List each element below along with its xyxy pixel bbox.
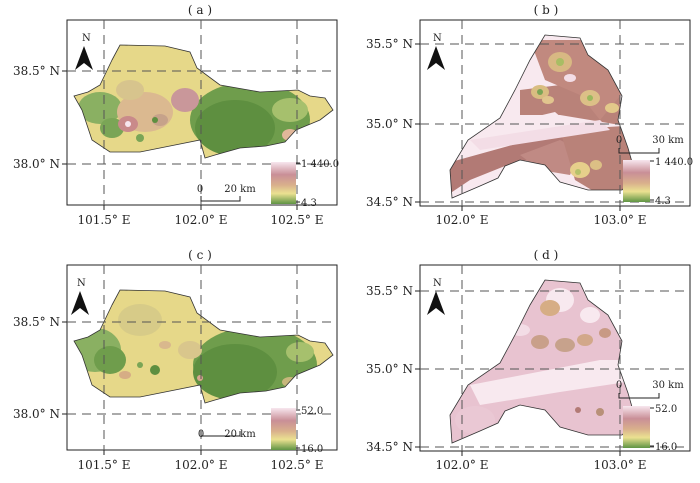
panel-a-ytick-2: 38.0° N — [13, 157, 60, 171]
panel-d-frame — [419, 264, 691, 452]
panel-a-xtick-1: 101.5° E — [78, 213, 131, 227]
panel-b-xtick-2: 103.0° E — [594, 213, 647, 227]
panel-d-north-arrow-icon: N — [427, 278, 445, 315]
panel-a: ( a ) — [13, 3, 339, 227]
panel-c-scale-distance: 20 km — [224, 429, 256, 440]
panel-c-frame — [66, 264, 338, 451]
panel-b-north-label: N — [433, 33, 442, 44]
panel-a-label: ( a ) — [188, 3, 212, 17]
panel-d-scale-distance: 30 km — [652, 380, 684, 391]
panel-d-scale-zero: 0 — [616, 380, 622, 391]
panel-b-label: ( b ) — [534, 3, 559, 17]
panel-b-legend-min: 4.3 — [655, 196, 671, 207]
panel-c-legend: 52.0 16.0 — [271, 406, 323, 455]
panel-a-scale-zero: 0 — [197, 184, 203, 195]
panel-b-scale-bar: 0 30 km — [616, 135, 684, 154]
panel-d-ytick-2: 35.0° N — [366, 362, 413, 376]
panel-d-north-label: N — [433, 278, 442, 289]
panel-a-scale-distance: 20 km — [224, 184, 256, 195]
panel-b-ytick-2: 35.0° N — [366, 117, 413, 131]
panel-c-north-arrow-icon: N — [71, 278, 89, 315]
panel-d-legend-max: 52.0 — [655, 404, 677, 415]
panel-b-legend-max: 1 440.0 — [655, 157, 693, 168]
panel-a-xtick-2: 102.0° E — [175, 213, 228, 227]
panel-d-ytick-1: 35.5° N — [366, 284, 413, 298]
panel-c-scale-zero: 0 — [198, 429, 204, 440]
panel-c-xtick-3: 102.5° E — [271, 458, 324, 472]
panel-c-xtick-1: 101.5° E — [78, 458, 131, 472]
panel-d-legend: 52.0 16.0 — [623, 404, 677, 453]
panel-a-legend-max: 1 440.0 — [301, 159, 339, 170]
panel-d-label: ( d ) — [534, 248, 559, 262]
panel-b-xtick-1: 102.0° E — [436, 213, 489, 227]
panel-b-north-arrow-icon: N — [427, 33, 445, 70]
panel-a-scale-bar: 0 20 km — [197, 184, 256, 202]
panel-d-legend-min: 16.0 — [655, 442, 677, 453]
panel-d: ( d ) — [366, 248, 691, 472]
panel-b-legend: 1 440.0 4.3 — [623, 157, 693, 207]
panel-b-scale-distance: 30 km — [652, 135, 684, 146]
panel-d-ytick-3: 34.5° N — [366, 440, 413, 454]
panel-b-ytick-1: 35.5° N — [366, 37, 413, 51]
panel-c-ytick-1: 38.5° N — [13, 315, 60, 329]
panel-c-legend-max: 52.0 — [301, 406, 323, 417]
panel-c-scale-bar: 0 20 km — [198, 429, 256, 440]
panel-a-north-label: N — [82, 33, 91, 44]
panel-b-frame — [419, 19, 691, 207]
panel-a-ytick-1: 38.5° N — [13, 64, 60, 78]
panel-b: ( b ) — [366, 3, 693, 227]
panel-a-north-arrow-icon: N — [75, 33, 93, 70]
panel-b-scale-zero: 0 — [616, 135, 622, 146]
panel-c-xtick-2: 102.0° E — [175, 458, 228, 472]
panel-d-scale-bar: 0 30 km — [616, 380, 684, 399]
panel-b-ytick-3: 34.5° N — [366, 195, 413, 209]
panel-a-legend: 1 440.0 4.3 — [271, 159, 339, 209]
panel-c-label: ( c ) — [188, 248, 212, 262]
panel-c: ( c ) — [13, 248, 338, 472]
panel-c-legend-min: 16.0 — [301, 444, 323, 455]
panel-d-xtick-1: 102.0° E — [436, 458, 489, 472]
panel-c-ytick-2: 38.0° N — [13, 407, 60, 421]
panel-c-map — [73, 289, 334, 404]
panel-a-frame — [66, 19, 338, 206]
panel-c-north-label: N — [77, 278, 86, 289]
panel-a-legend-min: 4.3 — [301, 198, 317, 209]
panel-d-xtick-2: 103.0° E — [594, 458, 647, 472]
panel-a-xtick-3: 102.5° E — [271, 213, 324, 227]
